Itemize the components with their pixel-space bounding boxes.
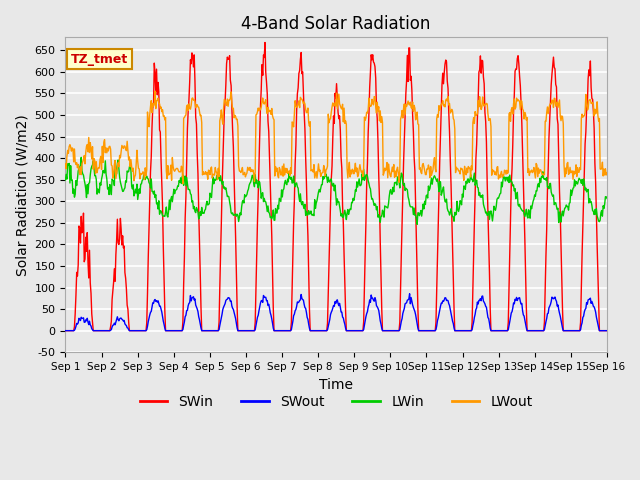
X-axis label: Time: Time: [319, 377, 353, 392]
Title: 4-Band Solar Radiation: 4-Band Solar Radiation: [241, 15, 431, 33]
Legend: SWin, SWout, LWin, LWout: SWin, SWout, LWin, LWout: [134, 389, 538, 415]
Y-axis label: Solar Radiation (W/m2): Solar Radiation (W/m2): [15, 114, 29, 276]
Text: TZ_tmet: TZ_tmet: [71, 52, 128, 66]
